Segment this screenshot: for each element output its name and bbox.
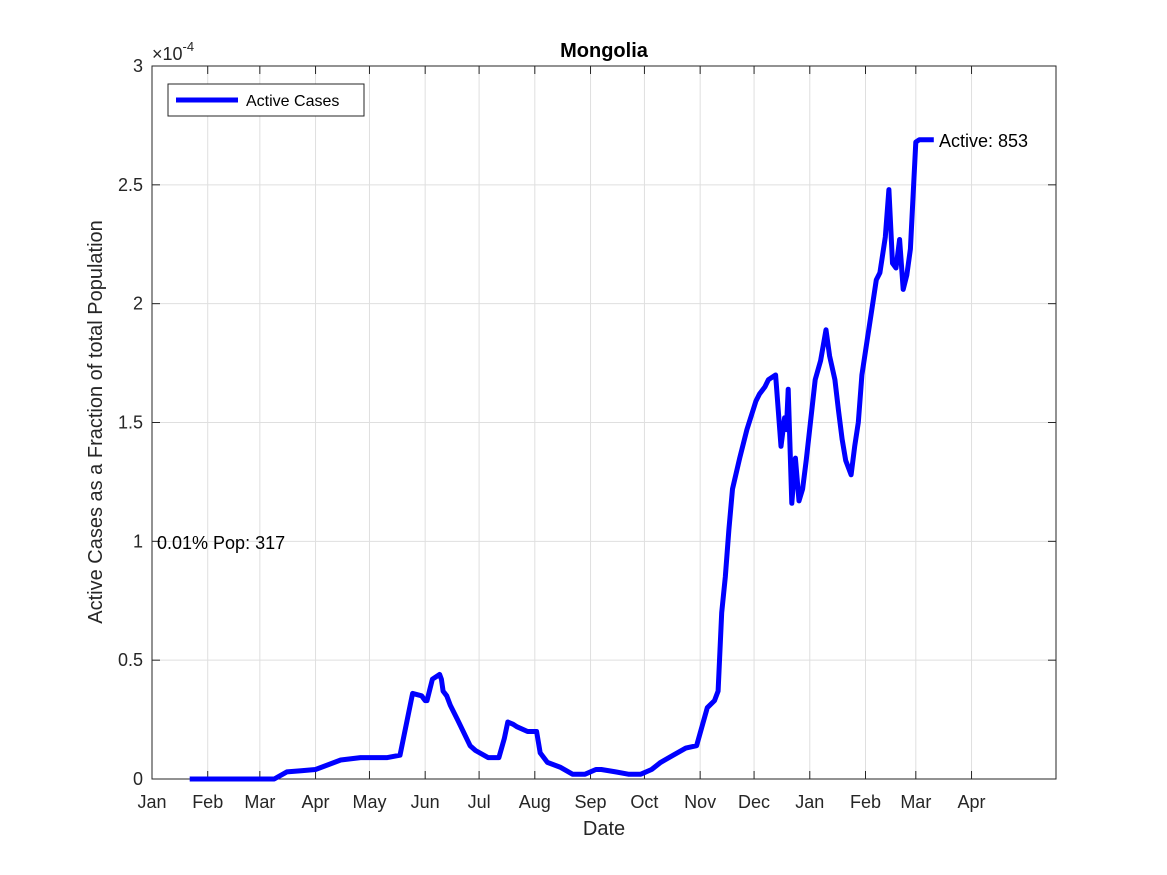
y-tick-label: 3 [133, 56, 143, 76]
x-tick-label: Feb [850, 792, 881, 812]
legend-label: Active Cases [246, 93, 339, 110]
x-tick-label: May [352, 792, 386, 812]
x-tick-label: Apr [302, 792, 330, 812]
x-tick-label: Dec [738, 792, 770, 812]
legend[interactable]: Active Cases [167, 83, 365, 117]
x-tick-label: Mar [244, 792, 275, 812]
grid [151, 65, 1056, 780]
legend-box [167, 83, 365, 117]
series-line-active-cases [189, 137, 934, 782]
y-tick-label: 0 [133, 769, 143, 789]
axes-box [151, 65, 1057, 780]
y-tick-label: 0.5 [118, 650, 143, 670]
x-tick-label: Oct [630, 792, 658, 812]
y-axis-label: Active Cases as a Fraction of total Popu… [85, 220, 107, 624]
x-tick-label: Aug [519, 792, 551, 812]
y-tick-label: 2.5 [118, 175, 143, 195]
x-tick-label: Sep [575, 792, 607, 812]
x-tick-label: Jul [468, 792, 491, 812]
x-tick-label: Apr [958, 792, 986, 812]
x-tick-label: Nov [684, 792, 716, 812]
y-tick-label: 2 [133, 294, 143, 314]
y-exponent-power: -4 [183, 39, 195, 54]
x-tick-label: Mar [900, 792, 931, 812]
annotation-active: Active: 853 [939, 131, 1028, 151]
x-tick-label: Jan [795, 792, 824, 812]
x-tick-label: Jun [411, 792, 440, 812]
chart-title: Mongolia [560, 40, 649, 62]
y-exponent-base: ×10 [152, 44, 183, 64]
y-exponent-label: ×10-4 [152, 39, 194, 64]
series-layer [189, 137, 934, 782]
x-tick-label: Jan [137, 792, 166, 812]
annotation-population: 0.01% Pop: 317 [157, 533, 285, 553]
x-axis-label: Date [583, 818, 625, 840]
y-tick-label: 1.5 [118, 413, 143, 433]
axes: 0 0.5 1 1.5 2 2.5 3 Jan Feb Mar Apr May Jun Jul Aug Sep… [118, 56, 1057, 812]
y-tick-label: 1 [133, 531, 143, 551]
x-tick-label: Feb [192, 792, 223, 812]
